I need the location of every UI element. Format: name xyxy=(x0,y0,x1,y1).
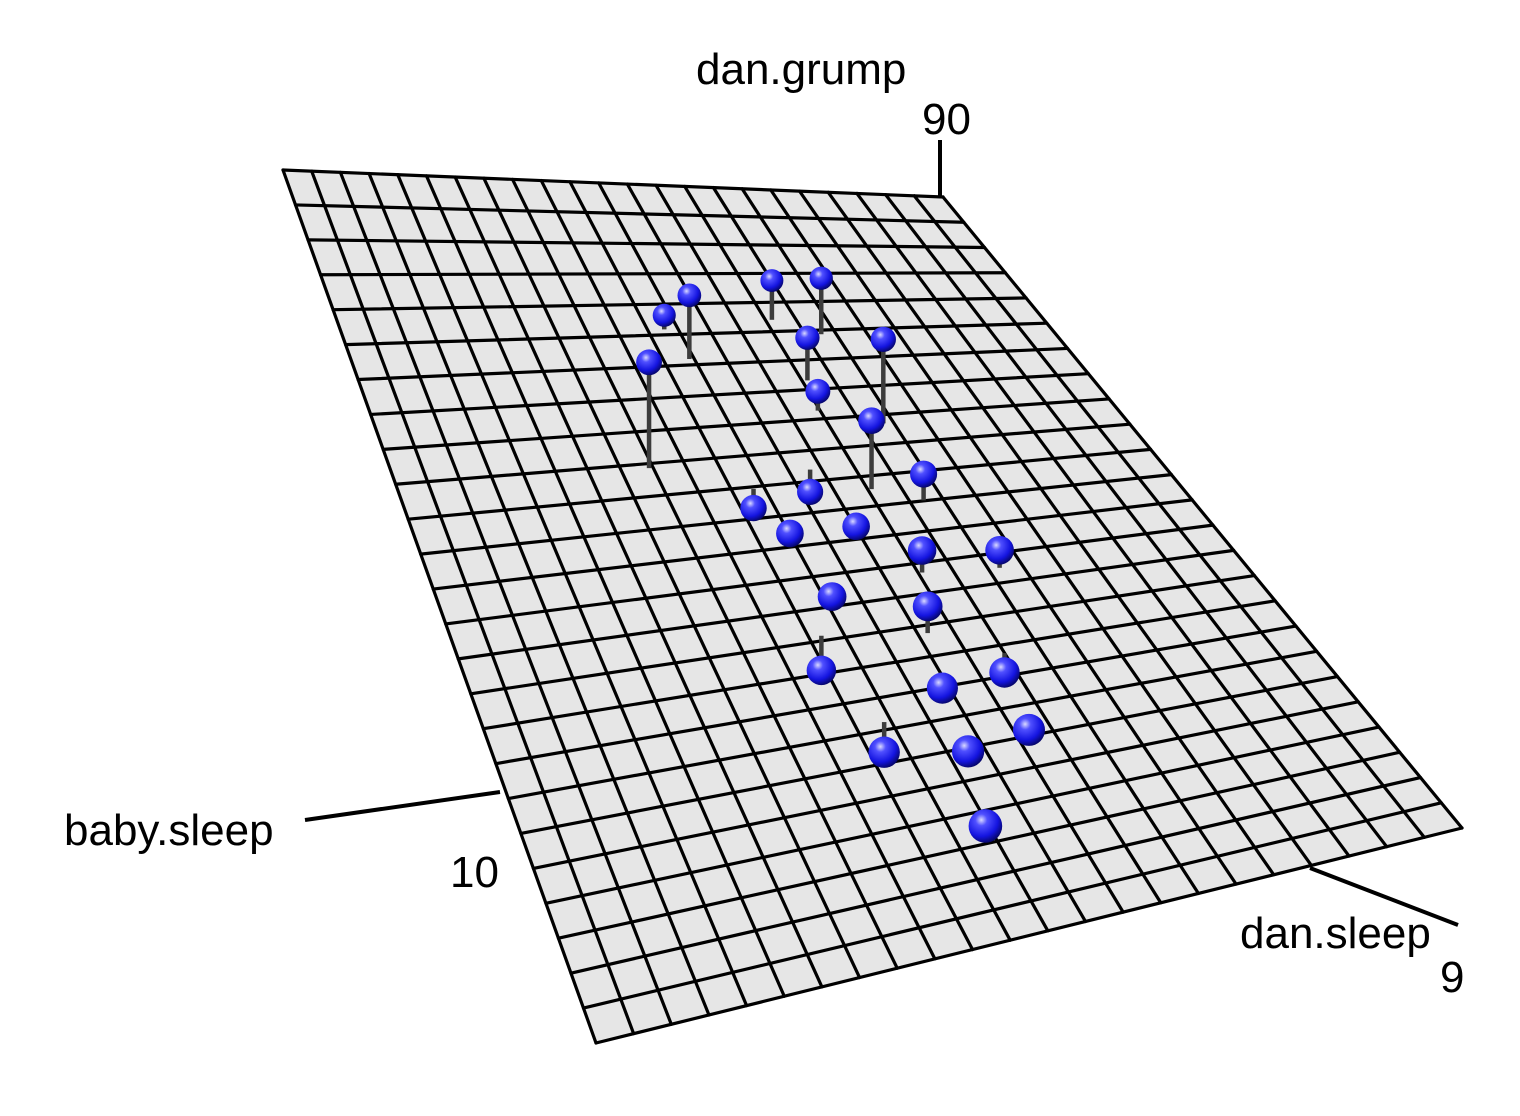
plane-grid-line xyxy=(424,174,786,998)
plane-grid-line xyxy=(556,750,1402,940)
plane-grid-line xyxy=(406,447,1153,521)
plane-grid-line xyxy=(419,473,1173,556)
plane-grid-line xyxy=(519,674,1340,836)
plane-grid-line xyxy=(356,346,1070,382)
plane-grid-line xyxy=(510,177,899,970)
plane-grid-line xyxy=(396,173,749,1008)
x-axis-label: baby.sleep xyxy=(64,806,274,855)
plane-grid-line xyxy=(344,321,1049,347)
plane-grid-line xyxy=(797,189,1276,877)
data-point xyxy=(776,519,804,548)
data-point xyxy=(795,325,820,350)
data-point xyxy=(985,535,1014,565)
data-point xyxy=(760,269,784,293)
data-point xyxy=(805,378,831,404)
y-axis-tick-label: 9 xyxy=(1440,953,1464,1002)
plane-grid-line xyxy=(581,801,1443,1010)
plane-grid-line xyxy=(306,238,987,250)
plane-grid-line xyxy=(394,422,1132,486)
data-point xyxy=(842,512,870,541)
data-point xyxy=(910,460,938,488)
plane-grid-line xyxy=(331,296,1028,312)
plane-grid-line xyxy=(456,548,1236,661)
plane-grid-line xyxy=(625,182,1050,933)
plane-grid-line xyxy=(338,170,673,1026)
plane-grid-line xyxy=(544,725,1381,905)
plane-grid xyxy=(281,168,1464,1045)
data-point xyxy=(817,582,847,611)
plane-grid-line xyxy=(740,187,1201,896)
plane-grid-line xyxy=(539,178,937,961)
plane-grid-line xyxy=(569,775,1423,975)
z-axis-tick-label: 90 xyxy=(922,95,971,144)
plane-grid-line xyxy=(431,498,1194,591)
data-point xyxy=(968,809,1003,843)
plane-grid-line xyxy=(594,826,1464,1045)
plane-grid-line xyxy=(855,191,1351,858)
plane-grid-line xyxy=(568,180,975,952)
axis-line-baby-sleep xyxy=(304,790,501,822)
z-axis-label: dan.grump xyxy=(696,45,906,94)
plane-grid-line xyxy=(310,169,636,1036)
plane-grid-line xyxy=(293,203,966,224)
y-axis-label: dan.sleep xyxy=(1240,909,1431,958)
data-point xyxy=(907,536,937,565)
data-point xyxy=(806,655,837,686)
plane-grid-line xyxy=(482,176,862,980)
data-point xyxy=(912,591,943,622)
data-point xyxy=(989,657,1020,688)
plane-grid-line xyxy=(826,190,1313,867)
data-point xyxy=(677,283,702,308)
plane-grid-line xyxy=(453,175,824,989)
data-point xyxy=(1012,713,1045,746)
plane-grid-line xyxy=(381,397,1111,451)
data-point xyxy=(740,494,767,522)
plane-grid-line xyxy=(281,168,598,1045)
plane-surface xyxy=(283,170,1462,1043)
regression-plane xyxy=(281,168,1464,1045)
plane-grid-line xyxy=(912,194,1426,839)
axis-line-dan-sleep xyxy=(1309,866,1459,927)
data-point xyxy=(652,303,676,327)
plane-grid-line xyxy=(531,700,1360,871)
data-points xyxy=(636,266,1045,843)
data-point xyxy=(809,266,833,290)
plane-grid-line xyxy=(481,599,1277,731)
plane-grid-line xyxy=(654,183,1088,924)
data-point xyxy=(858,407,885,435)
x-axis-tick-label: 10 xyxy=(450,848,499,897)
plane-grid-line xyxy=(318,271,1007,277)
data-point xyxy=(797,478,824,505)
data-point xyxy=(868,736,900,768)
plane-grid-line xyxy=(281,168,945,199)
data-point xyxy=(926,672,958,704)
data-point xyxy=(636,349,662,376)
plane-grid-line xyxy=(367,171,711,1017)
plane-grid-line xyxy=(506,649,1319,801)
plane-grid-line xyxy=(369,372,1090,417)
plane-grid-line xyxy=(494,624,1298,766)
plane-grid-line xyxy=(683,184,1125,914)
data-point xyxy=(951,735,985,768)
plane-grid-line xyxy=(711,186,1163,905)
plane-grid-line xyxy=(444,523,1215,626)
plane-grid-line xyxy=(884,193,1389,849)
plane-grid-line xyxy=(469,573,1257,696)
plane-grid-line xyxy=(941,195,1464,830)
data-point xyxy=(870,326,896,352)
